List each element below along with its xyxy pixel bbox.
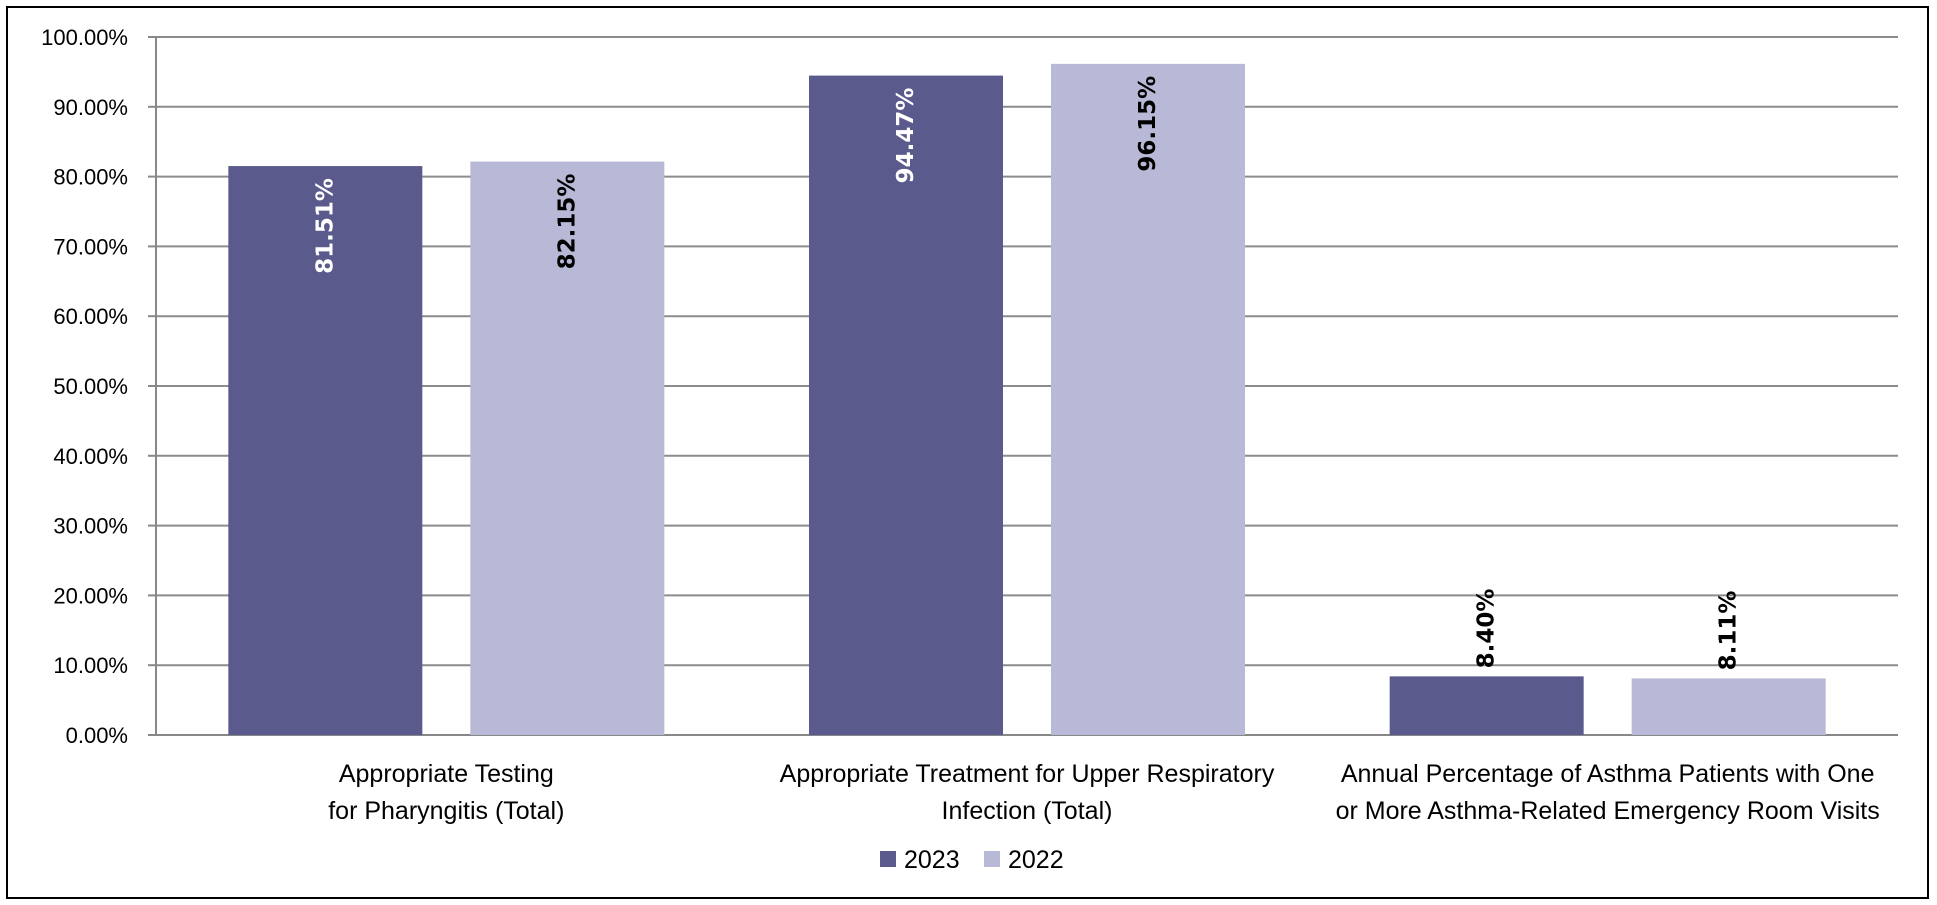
gridlines — [156, 36, 1898, 736]
legend-label: 2023 — [904, 846, 960, 874]
x-tick-label: Appropriate Testing — [339, 760, 554, 788]
y-axis: 0.00% 10.00% 20.00% 30.00% 40.00% 50.00% 60.00… — [41, 25, 157, 748]
legend-label: 2022 — [1008, 846, 1064, 874]
bar-2023-1 — [809, 75, 1003, 735]
bar-2022-1 — [1051, 63, 1245, 736]
y-tick-label: 30.00% — [53, 514, 128, 539]
y-tick-label: 80.00% — [53, 165, 128, 190]
data-label: 81.51% — [312, 178, 338, 274]
bars: 81.51% 82.15% 94.47% 96.15% 8.40% 8.11% — [228, 63, 1826, 736]
y-tick-label: 70.00% — [53, 234, 128, 259]
x-axis: Appropriate Testing for Pharyngitis (Tota… — [328, 760, 1880, 825]
y-tick-label: 20.00% — [53, 583, 128, 608]
y-tick-label: 100.00% — [41, 25, 128, 50]
bar-2022-2 — [1631, 678, 1826, 735]
bar-2022-0 — [470, 161, 665, 735]
y-tick-label: 90.00% — [53, 95, 128, 120]
data-label: 8.11% — [1716, 591, 1742, 671]
x-tick-label: for Pharyngitis (Total) — [328, 797, 564, 825]
bar-2023-0 — [228, 166, 423, 736]
legend-swatch — [880, 851, 896, 867]
data-label: 8.40% — [1474, 589, 1500, 669]
data-label: 94.47% — [893, 88, 919, 184]
data-label: 82.15% — [554, 174, 580, 270]
y-tick-label: 40.00% — [53, 444, 128, 469]
y-tick-label: 10.00% — [53, 653, 128, 678]
y-tick-label: 0.00% — [66, 723, 128, 748]
y-tick-label: 60.00% — [53, 304, 128, 329]
x-tick-label: Infection (Total) — [942, 797, 1113, 825]
data-label: 96.15% — [1135, 76, 1161, 172]
x-tick-label: Appropriate Treatment for Upper Respirat… — [780, 760, 1275, 788]
legend: 2023 2022 — [880, 846, 1064, 874]
y-tick-label: 50.00% — [53, 374, 128, 399]
x-tick-label: or More Asthma-Related Emergency Room Vi… — [1336, 797, 1880, 825]
x-tick-label: Annual Percentage of Asthma Patients wit… — [1341, 760, 1875, 788]
legend-swatch — [984, 851, 1000, 867]
bar-2023-2 — [1389, 676, 1584, 735]
